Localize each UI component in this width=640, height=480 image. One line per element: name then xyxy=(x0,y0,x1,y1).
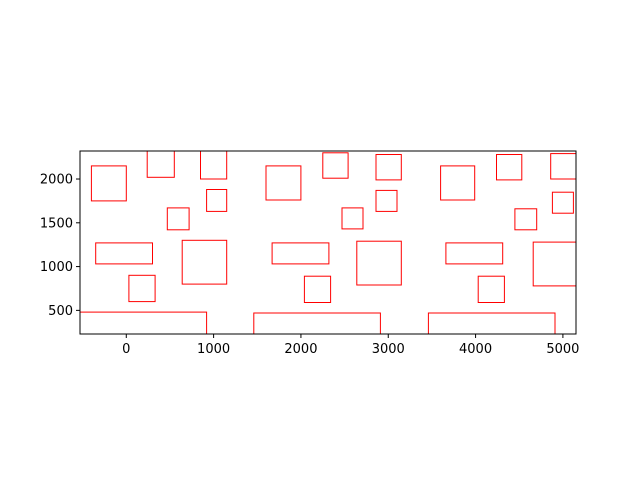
rectangle-5 xyxy=(206,189,228,212)
x-tick-label: 5000 xyxy=(546,342,579,357)
rectangle-layer xyxy=(79,150,577,335)
rectangle-15 xyxy=(271,242,330,265)
plot-area-frame xyxy=(79,150,577,335)
x-tick-label: 1000 xyxy=(197,342,230,357)
y-tick-label: 2000 xyxy=(40,173,73,188)
rectangle-14 xyxy=(375,189,398,212)
rectangle-24 xyxy=(445,242,504,265)
rectangle-7 xyxy=(181,239,228,285)
rectangle-1 xyxy=(90,165,127,202)
rectangle-12 xyxy=(375,154,402,181)
rectangle-10 xyxy=(265,165,302,201)
rectangle-16 xyxy=(356,240,402,286)
rectangle-22 xyxy=(514,208,538,231)
rectangle-17 xyxy=(303,275,332,304)
y-tick-label: 1500 xyxy=(40,216,73,231)
rectangle-26 xyxy=(477,275,505,304)
rectangle-6 xyxy=(95,242,153,265)
x-tick-label: 2000 xyxy=(284,342,317,357)
rectangle-11 xyxy=(322,152,349,179)
rectangle-13 xyxy=(341,207,364,230)
rectangle-20 xyxy=(496,154,523,181)
rectangle-4 xyxy=(166,207,190,231)
y-axis: 500 1000 1500 2000 xyxy=(40,173,80,319)
x-tick-label: 0 xyxy=(122,342,130,357)
rectangle-23 xyxy=(551,191,574,214)
rectangle-8 xyxy=(128,274,156,303)
x-tick-label: 4000 xyxy=(459,342,492,357)
y-tick-label: 1000 xyxy=(40,260,73,275)
rectangle-19 xyxy=(440,165,476,201)
x-tick-label: 3000 xyxy=(372,342,405,357)
x-axis: 0 1000 2000 3000 4000 5000 xyxy=(122,334,579,357)
y-tick-label: 500 xyxy=(48,304,73,319)
